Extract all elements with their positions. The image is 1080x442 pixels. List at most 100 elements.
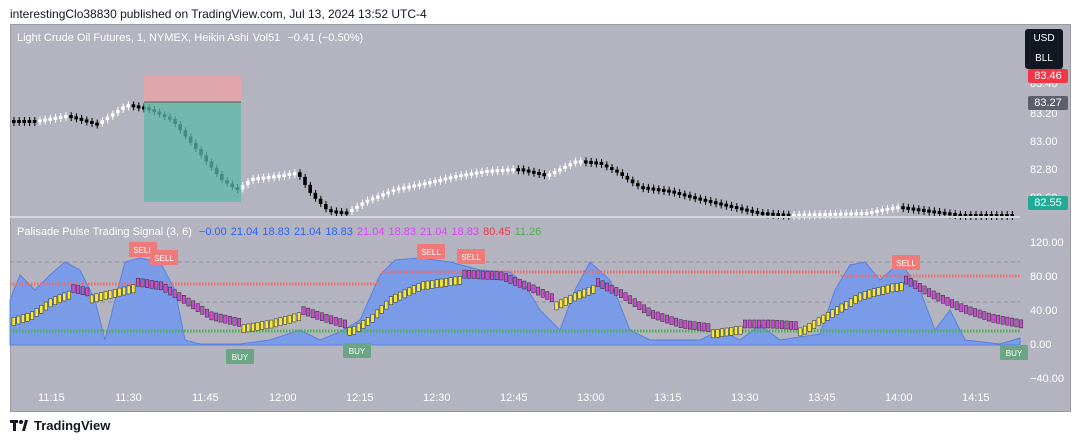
candle [916, 208, 921, 212]
candle [604, 164, 609, 168]
signal-sell[interactable]: SELL [457, 249, 485, 264]
histogram-bar-bull [273, 318, 278, 328]
candle [110, 113, 115, 117]
candle [994, 214, 999, 217]
histogram-bar-bull [582, 288, 587, 298]
indicator-value: 21.04 [356, 226, 385, 238]
candle [870, 210, 874, 214]
histogram-bar-bear [678, 319, 683, 328]
histogram-bar-bear [471, 270, 476, 279]
currency-selector[interactable]: USD BLL [1025, 29, 1063, 69]
signal-sell[interactable]: SELL [150, 250, 178, 265]
histogram-bar-bear [747, 319, 752, 329]
axis-tick-label: 82.80 [1030, 164, 1058, 176]
histogram-bar-bear [784, 320, 789, 330]
histogram-bar-bull [844, 300, 849, 310]
histogram-bar-bull [126, 285, 131, 295]
histogram-bar-bull [563, 297, 568, 306]
histogram-bar-bear [940, 294, 945, 304]
candle [729, 204, 734, 208]
candle [963, 214, 968, 217]
take-profit-zone[interactable] [144, 102, 241, 202]
signal-buy[interactable]: BUY [1000, 345, 1028, 360]
histogram-bar-bear [637, 301, 642, 310]
candle [313, 192, 318, 199]
time-tick-label: 13:15 [654, 392, 682, 404]
histogram-bar-bull [66, 290, 71, 300]
candle [755, 210, 760, 214]
candle [422, 182, 427, 186]
histogram-bar-bear [508, 275, 513, 284]
candle [693, 196, 697, 200]
histogram-bar-bear [623, 292, 628, 301]
histogram-bar-bear [651, 310, 656, 319]
histogram-bar-bear [789, 321, 794, 330]
candle [594, 161, 598, 165]
histogram-bar-bear [214, 312, 219, 322]
candle [906, 206, 910, 210]
pane-separator[interactable] [10, 216, 1020, 218]
histogram-bar-bear [522, 280, 527, 290]
candle [469, 172, 474, 176]
candle [100, 120, 104, 124]
signal-box [343, 343, 371, 358]
candle [719, 202, 723, 206]
candle [485, 169, 489, 173]
axis-tick-label: 40.00 [1030, 305, 1058, 317]
candle [812, 213, 817, 217]
histogram-bar-bull [269, 319, 274, 329]
histogram-bar-bear [927, 288, 932, 297]
candle [443, 177, 448, 181]
histogram-bar-bear [945, 297, 950, 306]
histogram-bar-bear [632, 298, 637, 307]
histogram-bar-bear [172, 289, 177, 299]
axis-tick-label: 83.20 [1030, 108, 1058, 120]
histogram-bar-bull [807, 323, 812, 332]
histogram-bar-bull [57, 294, 62, 304]
histogram-bar-bear [476, 270, 481, 280]
candle [448, 176, 453, 180]
histogram-bar-bear [977, 309, 982, 319]
signal-box [417, 244, 445, 259]
histogram-bar-bear [306, 307, 311, 317]
price-change: −0.41 (−0.50%) [287, 32, 364, 44]
candle [350, 208, 354, 212]
histogram-bar-bear [526, 282, 531, 292]
candle [875, 209, 879, 213]
histogram-bar-bear [904, 275, 909, 285]
histogram-bar-bull [292, 313, 297, 323]
histogram-bar-bear [1009, 317, 1014, 327]
stop-loss-zone[interactable] [144, 76, 241, 102]
histogram-bar-bull [825, 312, 830, 321]
histogram-bar-bear [462, 269, 467, 279]
histogram-bar-bull [375, 309, 380, 319]
histogram-bar-bear [301, 306, 306, 315]
signal-sell[interactable]: SELL [417, 244, 445, 259]
candle [282, 173, 286, 177]
histogram-bar-bear [145, 279, 150, 288]
candle [412, 184, 416, 188]
histogram-bar-bull [246, 323, 251, 333]
candle [370, 197, 375, 201]
signal-buy[interactable]: BUY [226, 349, 254, 364]
histogram-bar-bear [467, 270, 472, 279]
histogram-bar-bear [149, 280, 154, 289]
signal-buy[interactable]: BUY [343, 343, 371, 358]
histogram-bar-bear [177, 292, 182, 301]
histogram-bar-bull [720, 328, 725, 337]
signal-sell[interactable]: SELL [892, 255, 920, 270]
histogram-bar-bear [641, 304, 646, 314]
candle [58, 116, 63, 119]
candle [558, 168, 562, 172]
histogram-bar-bull [899, 282, 904, 291]
footer-brand: TradingView [34, 418, 111, 433]
histogram-bar-bear [319, 312, 324, 321]
candle [682, 193, 687, 197]
tag-top: 83.46 [1028, 69, 1068, 83]
histogram-bar-bull [715, 328, 720, 338]
candle [662, 188, 666, 192]
histogram-bar-bear [959, 303, 964, 313]
histogram-bar-bear [1005, 316, 1010, 326]
histogram-bar-bear [209, 311, 214, 321]
